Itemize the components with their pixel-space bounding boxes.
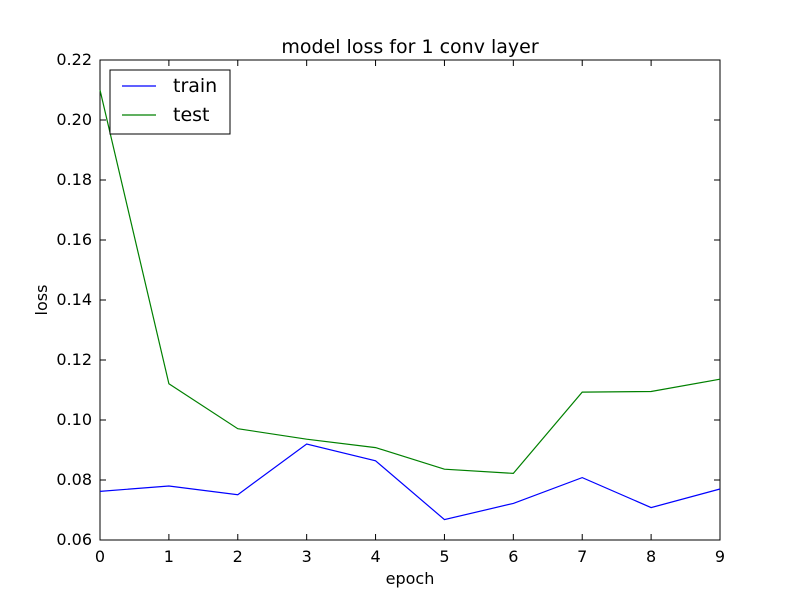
x-tick-label: 5 — [439, 547, 449, 566]
x-tick-label: 0 — [95, 547, 105, 566]
y-axis-label: loss — [32, 285, 51, 316]
legend-train-label: train — [173, 75, 217, 97]
y-tick-label: 0.08 — [56, 470, 92, 489]
y-tick-label: 0.06 — [56, 530, 92, 549]
x-tick-label: 3 — [302, 547, 312, 566]
x-tick-label: 2 — [233, 547, 243, 566]
x-tick-label: 7 — [577, 547, 587, 566]
y-tick-label: 0.14 — [56, 290, 92, 309]
chart-title: model loss for 1 conv layer — [281, 36, 538, 58]
x-axis-label: epoch — [386, 569, 435, 588]
x-tick-label: 9 — [715, 547, 725, 566]
x-tick-label: 6 — [508, 547, 518, 566]
y-tick-label: 0.16 — [56, 230, 92, 249]
x-axis: 0 1 2 3 4 5 6 7 8 9 — [95, 60, 725, 566]
x-tick-label: 1 — [164, 547, 174, 566]
legend: train test — [109, 69, 231, 135]
series-line-test — [99, 89, 721, 475]
y-tick-label: 0.10 — [56, 410, 92, 429]
series-line-train — [99, 443, 721, 521]
y-tick-label: 0.20 — [56, 110, 92, 129]
series-lines — [99, 89, 721, 521]
y-tick-label: 0.12 — [56, 350, 92, 369]
legend-test-label: test — [173, 104, 210, 126]
y-axis: 0.06 0.08 0.10 0.12 0.14 0.16 0.18 0.20 0.22 — [56, 50, 720, 549]
legend-box — [109, 69, 231, 135]
y-tick-label: 0.22 — [56, 50, 92, 69]
y-tick-label: 0.18 — [56, 170, 92, 189]
x-tick-label: 4 — [370, 547, 380, 566]
x-tick-label: 8 — [646, 547, 656, 566]
plot-frame — [99, 59, 721, 541]
